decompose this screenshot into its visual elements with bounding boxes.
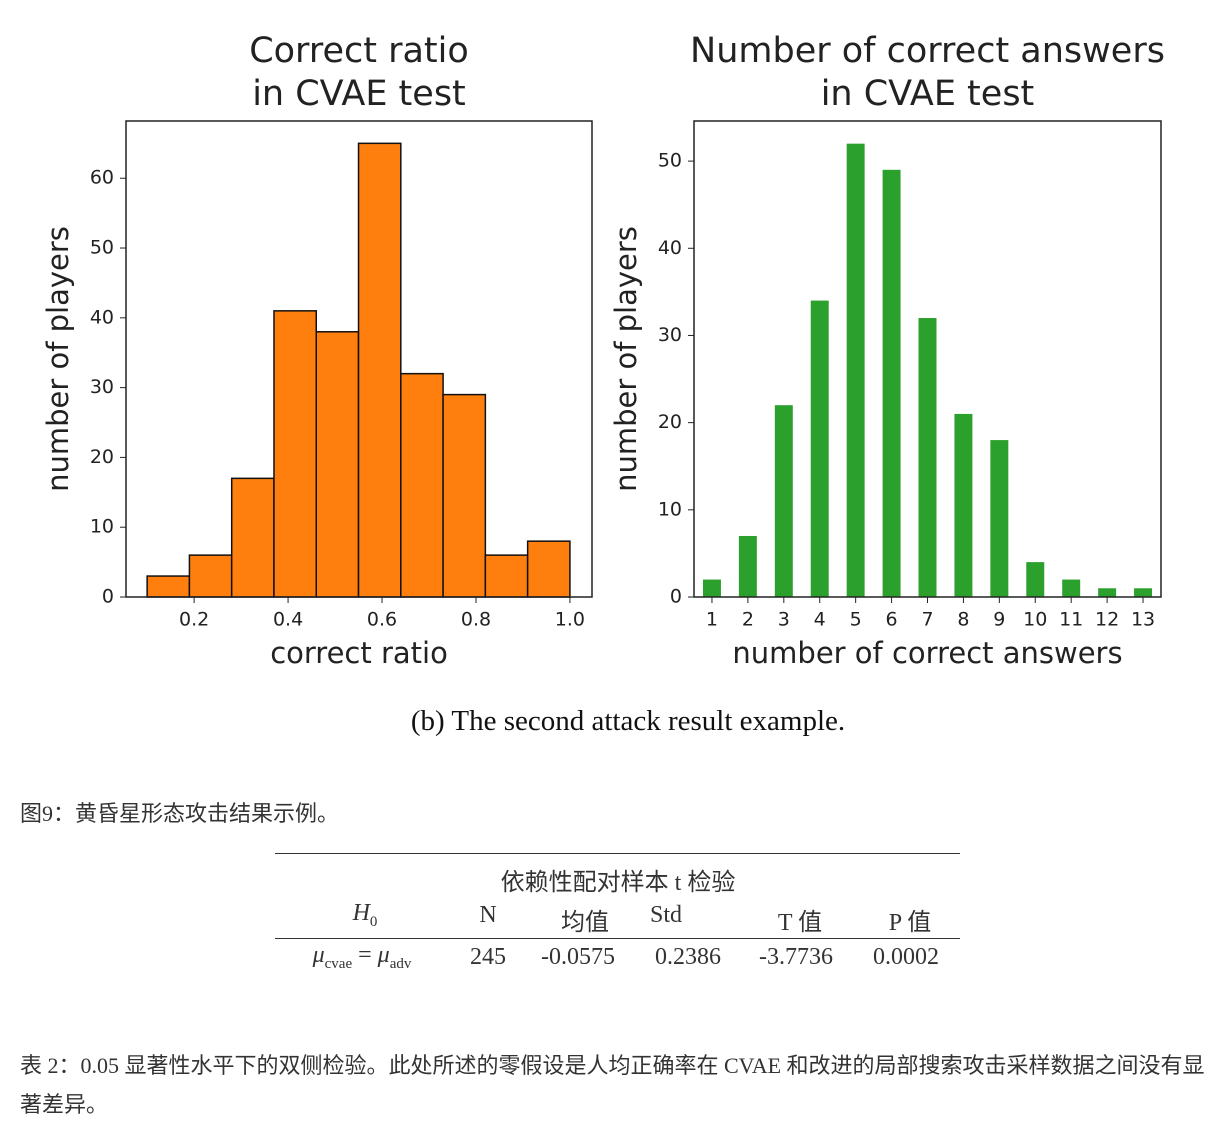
- subscript: adv: [389, 955, 412, 972]
- bar: [738, 535, 757, 597]
- table-header: H0: [353, 900, 378, 931]
- x-axis-label: number of correct answers: [732, 636, 1122, 670]
- x-tick-label: 4: [814, 609, 826, 631]
- x-tick-label: 13: [1131, 609, 1155, 631]
- symbol: μ: [312, 942, 325, 968]
- bar: [1134, 588, 1153, 597]
- x-tick-label: 3: [778, 609, 790, 631]
- bar: [846, 143, 865, 597]
- y-tick-label: 30: [658, 324, 682, 346]
- bar: [1098, 588, 1117, 597]
- bar: [990, 440, 1009, 597]
- table-header: T 值: [777, 910, 823, 936]
- y-tick-label: 50: [658, 150, 682, 172]
- y-tick-label: 20: [658, 411, 682, 433]
- x-tick-label: 7: [921, 609, 933, 631]
- table-header: 均值: [561, 910, 609, 936]
- operator: =: [358, 942, 372, 968]
- x-tick-label: 11: [1059, 609, 1083, 631]
- bar: [702, 579, 721, 597]
- bar: [1026, 562, 1045, 597]
- table-rule: [275, 938, 960, 939]
- bar: [315, 331, 360, 598]
- bar: [273, 310, 318, 598]
- table-rule: [275, 853, 960, 854]
- bar: [1062, 579, 1081, 597]
- y-tick-label: 0: [102, 586, 114, 608]
- y-axis-label: number of players: [41, 226, 75, 492]
- bar: [774, 405, 793, 597]
- bar: [146, 575, 191, 598]
- x-tick-label: 12: [1095, 609, 1119, 631]
- y-tick-label: 30: [90, 376, 114, 398]
- table-cell: 0.0002: [873, 944, 939, 970]
- y-tick-label: 10: [90, 516, 114, 538]
- table-cell: -0.0575: [541, 944, 615, 970]
- bar: [188, 554, 233, 598]
- bar: [882, 169, 901, 598]
- x-tick-label: 6: [886, 609, 898, 631]
- table-cell: 0.2386: [655, 944, 721, 970]
- figure-caption: 图9：黄昏星形态攻击结果示例。: [20, 801, 340, 826]
- y-axis-label: number of players: [609, 226, 643, 492]
- bar: [230, 477, 275, 598]
- bar: [400, 372, 444, 598]
- y-tick-label: 40: [90, 306, 114, 328]
- symbol: μ: [377, 942, 390, 968]
- table-cell: 245: [470, 944, 506, 970]
- bar: [918, 318, 937, 597]
- bar: [954, 413, 973, 597]
- x-tick-label: 9: [993, 609, 1005, 631]
- plot-frame: [125, 120, 593, 598]
- x-tick-label: 10: [1023, 609, 1047, 631]
- chart-title: Number of correct answers: [690, 31, 1165, 71]
- x-tick-label: 0.6: [367, 609, 397, 631]
- x-tick-label: 8: [957, 609, 969, 631]
- x-tick-label: 1: [706, 609, 718, 631]
- table-cell: μcvae = μadv: [313, 942, 412, 973]
- x-tick-label: 1.0: [555, 609, 585, 631]
- x-tick-label: 0.4: [273, 609, 303, 631]
- bar: [526, 540, 571, 598]
- y-tick-label: 0: [670, 586, 682, 608]
- y-tick-label: 10: [658, 498, 682, 520]
- x-tick-label: 2: [742, 609, 754, 631]
- subcaption: (b) The second attack result example.: [410, 705, 846, 737]
- table-cell: -3.7736: [759, 944, 833, 970]
- table-header: Std: [649, 902, 683, 928]
- bar: [442, 393, 487, 598]
- x-tick-label: 0.2: [179, 609, 209, 631]
- table-header: N: [479, 902, 497, 928]
- y-tick-label: 20: [90, 446, 114, 468]
- bar: [484, 554, 529, 598]
- plot-frame: [693, 120, 1162, 598]
- table-title: 依赖性配对样本 t 检验: [500, 870, 736, 896]
- x-axis-label: correct ratio: [270, 636, 448, 670]
- y-tick-label: 40: [658, 237, 682, 259]
- chart-title: in CVAE test: [252, 74, 466, 114]
- x-tick-label: 5: [850, 609, 862, 631]
- chart-title: in CVAE test: [821, 74, 1035, 114]
- y-tick-label: 60: [90, 167, 114, 189]
- y-tick-label: 50: [90, 237, 114, 259]
- bar: [357, 142, 402, 598]
- table-caption: 表 2：0.05 显著性水平下的双侧检验。此处所述的零假设是人均正确率在 CVA…: [20, 1053, 1205, 1117]
- x-tick-label: 0.8: [461, 609, 491, 631]
- bar: [810, 300, 829, 597]
- subscript: 0: [369, 913, 378, 930]
- subscript: cvae: [324, 955, 353, 972]
- symbol: H: [352, 900, 370, 926]
- chart-title: Correct ratio: [249, 31, 469, 71]
- table-header: P 值: [888, 910, 932, 936]
